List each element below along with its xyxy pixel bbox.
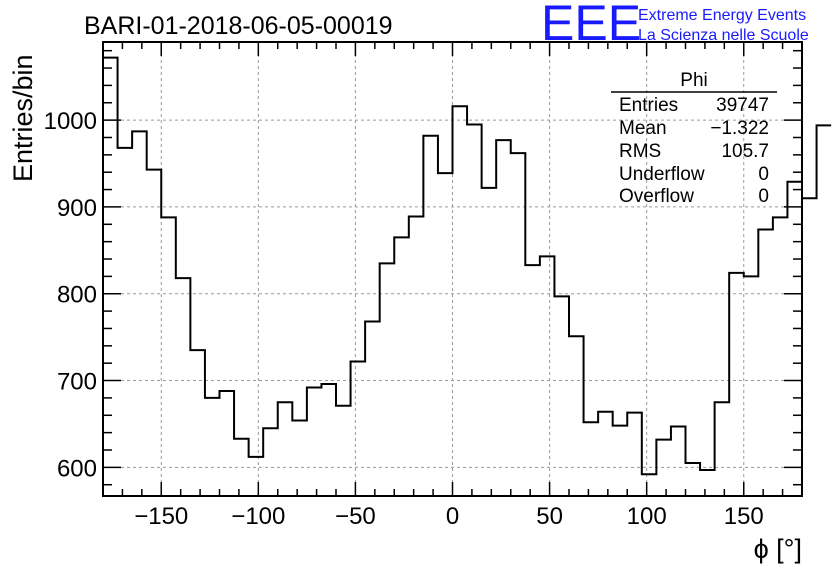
y-tick-label: 700 — [57, 369, 97, 396]
chart-title: BARI-01-2018-06-05-00019 — [84, 12, 393, 40]
x-tick-label: 0 — [446, 503, 459, 530]
x-tick-label: 100 — [627, 503, 667, 530]
stats-label-underflow: Underflow — [619, 164, 705, 185]
eee-logo-line2: La Scienza nelle Scuole — [638, 27, 809, 44]
stats-label-overflow: Overflow — [619, 186, 694, 207]
x-tick-label: 50 — [536, 503, 563, 530]
y-tick-label: 900 — [57, 195, 97, 222]
eee-logo-mark: EEE — [541, 0, 641, 51]
eee-logo: EEE Extreme Energy Events La Scienza nel… — [541, 0, 809, 51]
x-tick-label: 150 — [724, 503, 764, 530]
x-tick-label: −100 — [231, 503, 285, 530]
stats-value-rms: 105.7 — [721, 141, 769, 162]
x-axis-title: ϕ [°] — [754, 534, 802, 564]
stats-value-mean: −1.322 — [710, 118, 769, 139]
stats-label-entries: Entries — [619, 95, 678, 116]
stats-box-name: Phi — [680, 70, 707, 91]
stats-value-entries: 39747 — [716, 95, 769, 116]
axis-ticks — [102, 42, 803, 496]
stats-value-underflow: 0 — [758, 164, 769, 185]
stats-label-mean: Mean — [619, 118, 667, 139]
stats-box: Phi Entries 39747 Mean −1.322 RMS 105.7 … — [611, 70, 777, 207]
y-tick-label: 600 — [57, 455, 97, 482]
y-tick-label: 800 — [57, 282, 97, 309]
y-axis-title: Entries/bin — [8, 54, 38, 182]
stats-label-rms: RMS — [619, 141, 661, 162]
stats-value-overflow: 0 — [758, 186, 769, 207]
x-tick-label: −150 — [134, 503, 188, 530]
histogram-series — [103, 56, 832, 476]
y-tick-label: 1000 — [44, 108, 97, 135]
x-tick-label: −50 — [335, 503, 376, 530]
eee-logo-line1: Extreme Energy Events — [638, 7, 806, 24]
